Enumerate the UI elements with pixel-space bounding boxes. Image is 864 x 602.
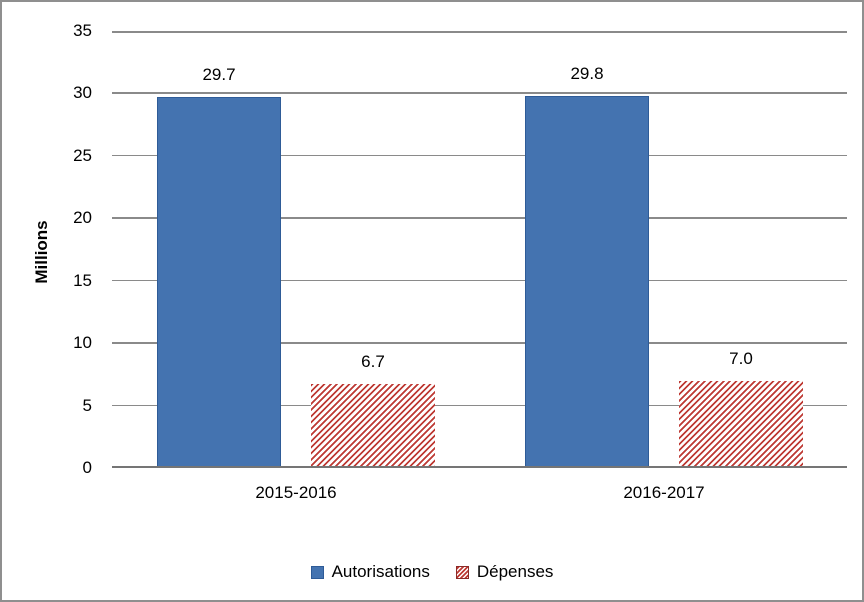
legend-label-autorisations: Autorisations	[331, 562, 430, 581]
bar-value-label: 6.7	[361, 352, 385, 372]
bar-value-label: 29.7	[202, 65, 236, 85]
gridline-25	[112, 154, 847, 157]
autorisations-legend-swatch-icon	[310, 565, 324, 579]
y-tick-label-0: 0	[82, 458, 92, 477]
bar-depenses-2016-2017	[679, 380, 803, 468]
gridline-30	[112, 92, 847, 94]
plot-area: 29.7 6.7 2015-2016 29.8 7.0 2016-2017	[112, 31, 847, 502]
y-tick-label-15: 15	[73, 270, 92, 290]
legend-item-depenses: Dépenses	[455, 561, 554, 583]
x-category-label: 2016-2017	[623, 483, 705, 502]
legend-label-depenses: Dépenses	[476, 562, 554, 581]
y-tick-label-35: 35	[73, 21, 92, 40]
gridline-20	[112, 217, 847, 219]
bar-depenses-2015-2016	[311, 384, 435, 468]
x-category-label: 2015-2016	[255, 483, 337, 502]
gridline-5	[112, 404, 847, 407]
y-tick-label-30: 30	[73, 83, 92, 103]
y-tick-label-5: 5	[82, 395, 92, 415]
depenses-legend-swatch-icon	[455, 565, 469, 579]
x-axis-line	[112, 466, 847, 468]
bar-value-label: 7.0	[729, 348, 753, 368]
gridline-35	[112, 31, 847, 33]
bar-value-label: 29.8	[570, 63, 604, 83]
bar-autorisations-2015-2016	[157, 97, 281, 468]
y-tick-label-10: 10	[73, 333, 92, 353]
gridline-10	[112, 342, 847, 344]
gridline-15	[112, 279, 847, 282]
legend: Autorisations Dépenses	[2, 561, 862, 583]
bar-autorisations-2016-2017	[525, 95, 649, 468]
y-tick-label-20: 20	[73, 208, 92, 228]
y-tick-label-25: 25	[73, 145, 92, 165]
legend-item-autorisations: Autorisations	[310, 561, 430, 583]
